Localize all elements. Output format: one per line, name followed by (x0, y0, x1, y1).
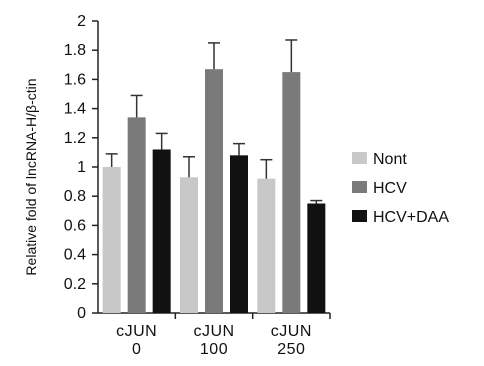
y-tick-label: 1.8 (64, 42, 86, 59)
x-category-value: 100 (200, 341, 228, 358)
y-tick-label: 0 (77, 305, 86, 322)
x-category-value: 0 (132, 341, 141, 358)
x-category-label: cJUN (193, 323, 234, 340)
bar (152, 149, 171, 313)
legend-swatch (352, 210, 367, 222)
y-axis: 0 0.2 0.4 0.6 0.8 1 1.2 1.4 1.6 1.8 2 (64, 13, 99, 322)
y-tick-label: 1.2 (64, 130, 86, 147)
legend-label: HCV (373, 180, 407, 197)
y-tick-label: 0.6 (64, 217, 86, 234)
bar (257, 178, 276, 313)
bar (282, 72, 301, 313)
y-tick-label: 1.6 (64, 71, 86, 88)
bar (307, 203, 326, 313)
x-category-label: cJUN (116, 323, 157, 340)
y-tick-label: 1.4 (64, 101, 86, 118)
legend: Nont HCV HCV+DAA (352, 151, 449, 226)
legend-swatch (352, 152, 367, 164)
y-tick-label: 0.8 (64, 188, 86, 205)
y-tick-label: 0.4 (64, 247, 86, 264)
legend-label: Nont (373, 151, 407, 168)
bar (180, 177, 198, 313)
bar (205, 69, 223, 314)
x-category-value: 250 (277, 341, 305, 358)
legend-label: HCV+DAA (373, 209, 449, 226)
y-tick-label: 1 (77, 159, 86, 176)
y-axis-title: Relative fold of lncRNA-H/β-ctin (23, 78, 39, 275)
legend-swatch (352, 181, 367, 193)
y-tick-label: 2 (77, 13, 86, 30)
bar (127, 117, 146, 313)
bar (102, 167, 121, 313)
bar (230, 155, 248, 313)
y-tick-label: 0.2 (64, 276, 86, 293)
x-category-label: cJUN (271, 323, 312, 340)
bars (102, 39, 326, 314)
